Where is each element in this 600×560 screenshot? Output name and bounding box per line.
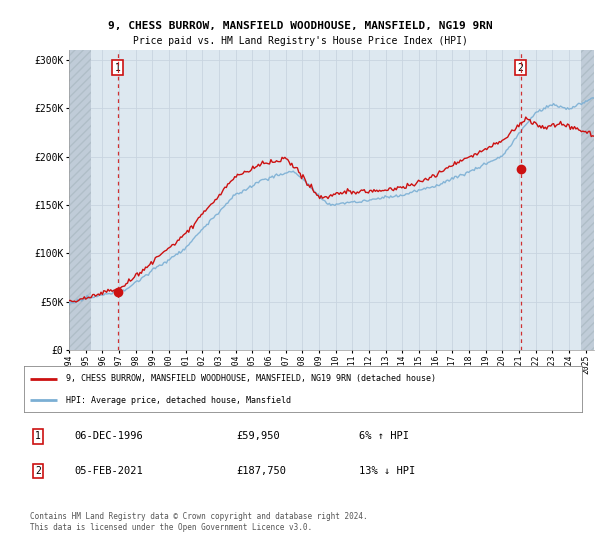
Text: 1: 1 [115, 63, 121, 73]
Text: 9, CHESS BURROW, MANSFIELD WOODHOUSE, MANSFIELD, NG19 9RN: 9, CHESS BURROW, MANSFIELD WOODHOUSE, MA… [107, 21, 493, 31]
Text: Price paid vs. HM Land Registry's House Price Index (HPI): Price paid vs. HM Land Registry's House … [133, 36, 467, 46]
Text: 9, CHESS BURROW, MANSFIELD WOODHOUSE, MANSFIELD, NG19 9RN (detached house): 9, CHESS BURROW, MANSFIELD WOODHOUSE, MA… [66, 374, 436, 383]
Text: 06-DEC-1996: 06-DEC-1996 [74, 431, 143, 441]
Text: 13% ↓ HPI: 13% ↓ HPI [359, 466, 415, 476]
Text: HPI: Average price, detached house, Mansfield: HPI: Average price, detached house, Mans… [66, 395, 291, 405]
Text: 1: 1 [35, 431, 41, 441]
Text: £187,750: £187,750 [236, 466, 286, 476]
Text: 2: 2 [35, 466, 41, 476]
Text: 6% ↑ HPI: 6% ↑ HPI [359, 431, 409, 441]
Text: Contains HM Land Registry data © Crown copyright and database right 2024.
This d: Contains HM Land Registry data © Crown c… [30, 512, 368, 532]
Text: 2: 2 [518, 63, 523, 73]
Text: 05-FEB-2021: 05-FEB-2021 [74, 466, 143, 476]
Text: £59,950: £59,950 [236, 431, 280, 441]
